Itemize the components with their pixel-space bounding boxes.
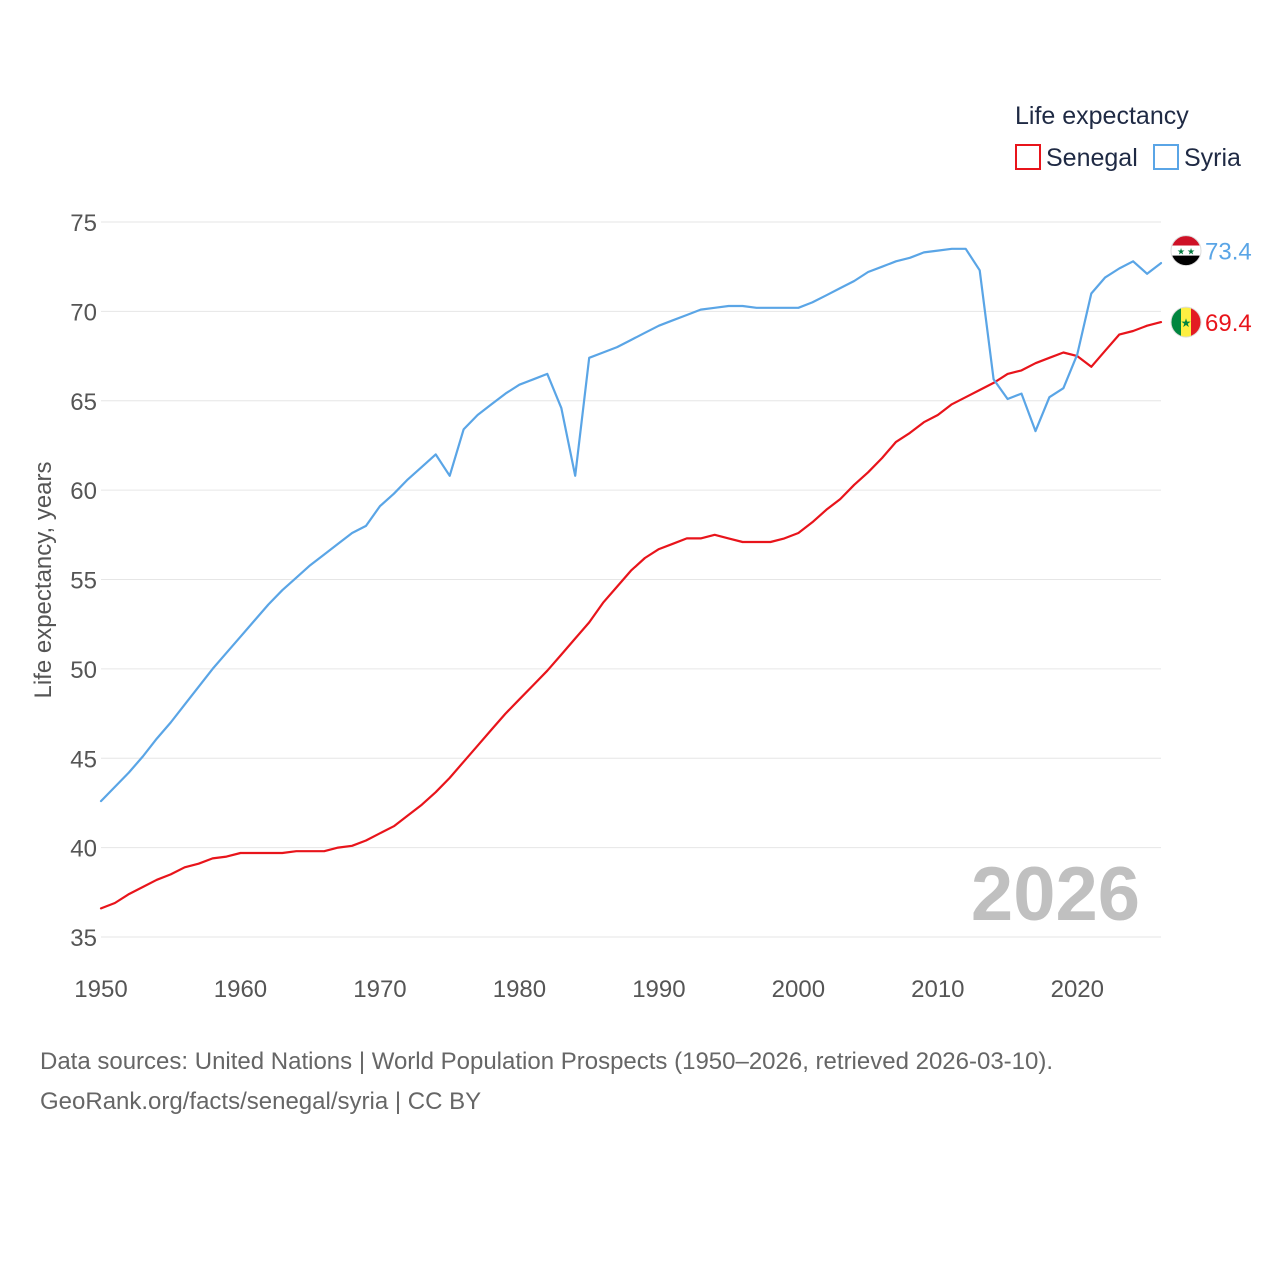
grid-lines: [101, 221, 1161, 938]
y-tick-40: 40: [70, 836, 97, 863]
y-tick-45: 45: [70, 746, 97, 773]
svg-text:★: ★: [1187, 247, 1195, 257]
x-tick-2000: 2000: [772, 976, 825, 1003]
end-label-senegal: 69.4: [1205, 310, 1252, 337]
y-tick-55: 55: [70, 568, 97, 595]
y-tick-35: 35: [70, 925, 97, 952]
x-tick-1970: 1970: [353, 976, 406, 1003]
legend-swatch-senegal: [1015, 144, 1041, 170]
y-tick-75: 75: [70, 210, 97, 237]
legend-label-syria: Syria: [1184, 144, 1241, 172]
year-label: 2026: [971, 852, 1140, 937]
source-note: Data sources: United Nations | World Pop…: [40, 1042, 1053, 1122]
x-tick-1980: 1980: [493, 976, 546, 1003]
svg-text:★: ★: [1181, 316, 1192, 330]
y-axis-label: Life expectancy, years: [30, 461, 57, 698]
series-line-syria: [99, 247, 1163, 803]
y-tick-70: 70: [70, 299, 97, 326]
legend-title: Life expectancy: [1015, 102, 1189, 130]
y-tick-50: 50: [70, 657, 97, 684]
y-tick-60: 60: [70, 478, 97, 505]
x-tick-2020: 2020: [1051, 976, 1104, 1003]
x-axis-ticks: 1950 1960 1970 1980 1990 2000 2010 2020: [74, 976, 1104, 1003]
x-tick-1990: 1990: [632, 976, 685, 1003]
x-tick-2010: 2010: [911, 976, 964, 1003]
series-line-senegal: [99, 321, 1163, 910]
series-lines: [99, 247, 1163, 910]
x-tick-1960: 1960: [214, 976, 267, 1003]
y-axis-ticks: 35 40 45 50 55 60 65 70 75: [70, 210, 97, 952]
senegal-flag-icon: ★: [1170, 306, 1202, 338]
svg-text:★: ★: [1177, 247, 1185, 257]
legend: Life expectancy Senegal Syria: [1015, 102, 1241, 172]
source-line-2: GeoRank.org/facts/senegal/syria | CC BY: [40, 1088, 482, 1115]
x-tick-1950: 1950: [74, 976, 127, 1003]
syria-flag-icon: ★ ★: [1170, 235, 1202, 267]
y-tick-65: 65: [70, 389, 97, 416]
end-label-syria: 73.4: [1205, 239, 1252, 266]
end-markers: ★ 69.4★ ★ 73.4: [1170, 235, 1252, 338]
legend-swatch-syria: [1153, 144, 1179, 170]
legend-label-senegal: Senegal: [1046, 144, 1138, 172]
source-line-1: Data sources: United Nations | World Pop…: [40, 1048, 1054, 1075]
